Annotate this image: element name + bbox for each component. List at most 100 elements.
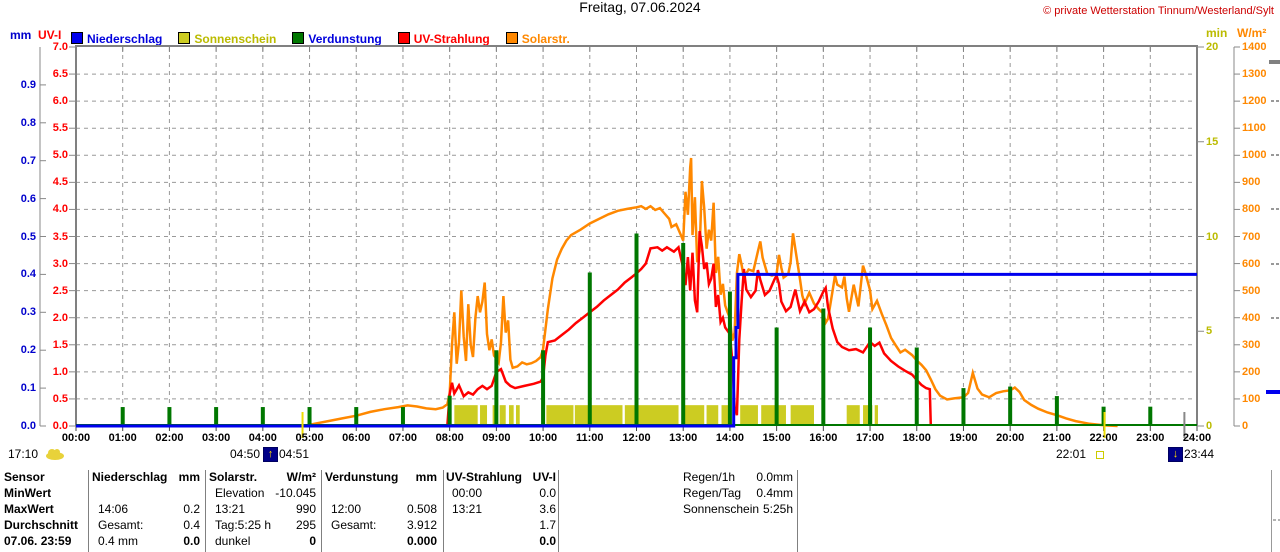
mm-tick-label: 0.9	[20, 78, 36, 91]
table-col-unit: UV-I	[532, 470, 556, 484]
wm2-tick-label: 900	[1242, 176, 1261, 189]
moonset-icon: ↓	[1168, 447, 1183, 462]
table-cell-value: 0.508	[406, 502, 437, 516]
uvi-tick-label: 1.5	[52, 338, 68, 351]
wm2-tick-label: 0	[1242, 420, 1249, 432]
hour-label: 20:00	[996, 432, 1025, 444]
wm2-tick-label: 1300	[1242, 68, 1267, 81]
wm2-tick-label: 400	[1242, 311, 1261, 324]
sunshine-bar	[790, 405, 814, 426]
table-col-header: Niederschlag	[92, 470, 168, 484]
legend-item: Verdunstung	[292, 30, 382, 46]
legend-label: Verdunstung	[308, 32, 382, 46]
table-cell-value: 0.4	[183, 518, 200, 532]
legend-swatch-icon	[505, 32, 518, 44]
table-cell-value: 990	[295, 502, 316, 516]
moon-time-label: 23:44	[1184, 447, 1215, 461]
table-row-label: Sensor	[4, 470, 45, 484]
legend-label: Niederschlag	[87, 32, 163, 46]
min-tick-label: 20	[1206, 41, 1219, 53]
wm2-tick-label: 300	[1242, 338, 1261, 351]
table-cell-label: 0.4 mm	[98, 534, 139, 548]
table-col-unit: W/m²	[286, 470, 316, 484]
legend-swatch-icon	[178, 32, 191, 44]
table-row-label: MinWert	[4, 486, 52, 500]
wm2-tick-label: 1000	[1242, 149, 1267, 162]
table-cell-value: 0.0	[183, 534, 200, 548]
hour-label: 22:00	[1089, 432, 1118, 444]
wm2-tick-label: 200	[1242, 365, 1261, 378]
table-cell-value: 295	[295, 518, 316, 532]
hour-label: 19:00	[949, 432, 978, 444]
summary-value: 0.0mm	[756, 470, 793, 484]
table-cell-label: Elevation	[215, 486, 265, 500]
legend-item: UV-Strahlung	[397, 30, 490, 46]
mm-axis-label: mm	[10, 28, 32, 42]
table-divider	[205, 470, 206, 552]
uvi-tick-label: 5.0	[52, 149, 68, 162]
table-cell-label: 12:00	[331, 502, 362, 516]
wm2-tick-label: 600	[1242, 257, 1261, 270]
mm-tick-label: 0.4	[20, 268, 36, 281]
table-cell-value: 3.6	[539, 502, 556, 516]
summary-value: 0.4mm	[756, 486, 793, 500]
hour-label: 04:00	[248, 432, 277, 444]
summary-label: Regen/1h	[683, 470, 736, 484]
min-tick-label: 0	[1206, 420, 1213, 432]
hour-label: 02:00	[155, 432, 184, 444]
footer-time-label: 17:10	[8, 447, 39, 461]
sunshine-bar	[740, 405, 758, 426]
hour-label: 11:00	[576, 432, 604, 444]
hour-label: 15:00	[762, 432, 791, 444]
wm2-axis-label: W/m²	[1237, 26, 1267, 40]
hour-label: 21:00	[1042, 432, 1071, 444]
table-cell-value: 0	[309, 534, 316, 548]
uvi-tick-label: 7.0	[52, 41, 68, 53]
uvi-tick-label: 1.0	[52, 365, 68, 378]
sunshine-bar	[706, 405, 719, 426]
table-col-unit: mm	[415, 470, 437, 484]
hour-label: 01:00	[108, 432, 137, 444]
table-divider	[88, 470, 89, 552]
uvi-tick-label: 2.5	[52, 284, 68, 297]
hour-label: 12:00	[622, 432, 651, 444]
table-cell-label: dunkel	[215, 534, 251, 548]
table-cell-value: 0.0	[539, 486, 556, 500]
sunshine-bar	[846, 405, 860, 426]
min-tick-label: 10	[1206, 230, 1219, 243]
hour-label: 16:00	[809, 432, 838, 444]
sunshine-bar	[508, 405, 514, 426]
table-cell-value: 3.912	[406, 518, 437, 532]
table-cell-value: 0.000	[406, 534, 437, 548]
table-cell-label: 14:06	[98, 502, 129, 516]
uvi-tick-label: 2.0	[52, 311, 68, 324]
hour-label: 06:00	[342, 432, 371, 444]
table-col-unit: mm	[178, 470, 200, 484]
table-divider	[558, 470, 559, 552]
table-divider	[321, 470, 322, 552]
wm2-tick-label: 700	[1242, 230, 1261, 243]
min-tick-label: 5	[1206, 325, 1213, 338]
hour-label: 03:00	[202, 432, 231, 444]
hour-label: 08:00	[435, 432, 464, 444]
legend-item: Sonnenschein	[178, 30, 276, 46]
wm2-tick-label: 500	[1242, 284, 1261, 297]
hour-label: 00:00	[61, 432, 91, 444]
uvi-tick-label: 6.5	[52, 68, 68, 81]
table-col-header: UV-Strahlung	[446, 470, 523, 484]
mm-tick-label: 0.7	[20, 154, 36, 167]
wm2-tick-label: 800	[1242, 203, 1261, 216]
sunshine-bar	[480, 405, 488, 426]
table-col-header: Solarstr.	[209, 470, 258, 484]
mm-tick-label: 0.6	[20, 192, 36, 205]
hour-label: 17:00	[855, 432, 885, 444]
sunset-icon	[1096, 451, 1104, 459]
hour-label: 13:00	[669, 432, 698, 444]
table-row-label: 07.06. 23:59	[4, 534, 72, 548]
legend-label: UV-Strahlung	[413, 32, 490, 46]
wm2-tick-label: 1100	[1242, 122, 1266, 135]
sunset-time-label: 22:01	[1056, 447, 1087, 461]
wm2-tick-label: 100	[1242, 392, 1261, 405]
uvi-tick-label: 4.0	[52, 203, 68, 216]
uvi-tick-label: 0.0	[52, 420, 68, 432]
